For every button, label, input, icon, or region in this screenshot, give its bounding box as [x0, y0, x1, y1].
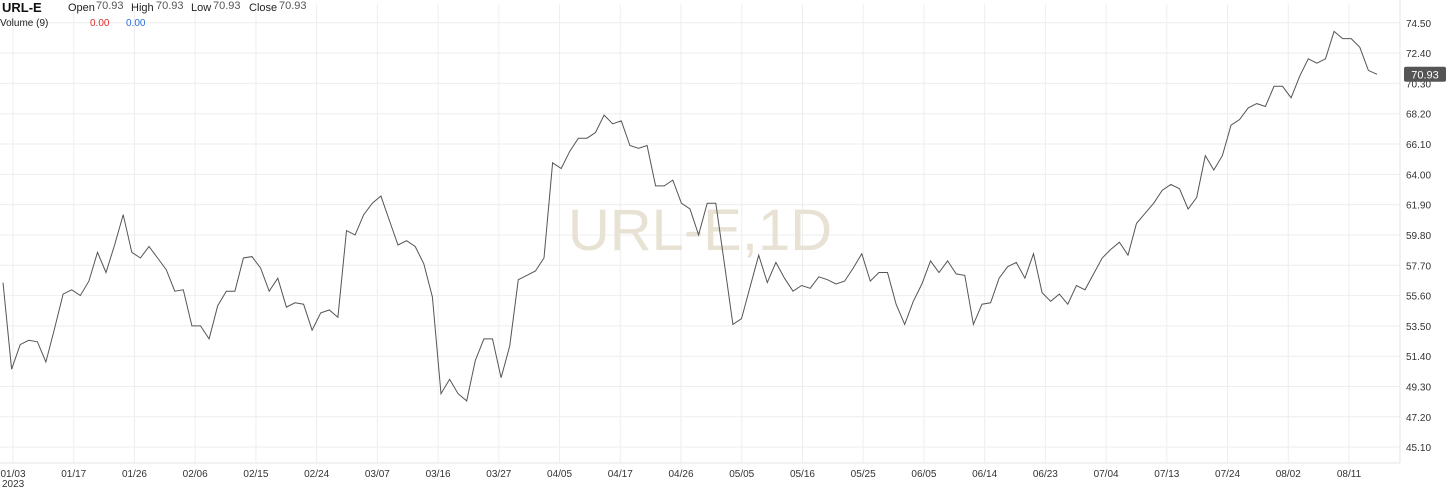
x-tick-label: 02/06 — [183, 469, 208, 480]
y-tick-label: 45.10 — [1406, 443, 1431, 454]
low-label: Low — [191, 2, 212, 14]
x-tick-label: 08/11 — [1337, 469, 1362, 480]
low-value: 70.93 — [213, 0, 241, 12]
y-tick-label: 49.30 — [1406, 383, 1431, 394]
x-tick-label: 01/26 — [122, 469, 147, 480]
x-tick-label: 07/13 — [1154, 469, 1179, 480]
last-price-tag: 70.93 — [1404, 66, 1446, 82]
close-label: Close — [249, 2, 278, 14]
x-tick-label: 06/23 — [1033, 469, 1058, 480]
x-tick-label: 04/05 — [547, 469, 572, 480]
y-tick-label: 61.90 — [1406, 201, 1431, 212]
y-tick-label: 70.30 — [1406, 79, 1431, 90]
x-axis: 01/03 01/17 01/26 02/06 02/15 02/24 03/07 03/16… — [0, 469, 1361, 490]
y-tick-label: 59.80 — [1406, 231, 1431, 242]
x-tick-label: 03/16 — [426, 469, 451, 480]
x-tick-label: 02/24 — [304, 469, 329, 480]
x-tick-label: 01/17 — [61, 469, 86, 480]
x-tick-label: 04/26 — [668, 469, 693, 480]
y-tick-label: 68.20 — [1406, 110, 1431, 121]
x-tick-label: 05/05 — [729, 469, 754, 480]
x-tick-label: 01/03 — [0, 469, 25, 480]
x-tick-label: 06/05 — [911, 469, 936, 480]
y-tick-label: 66.10 — [1406, 140, 1431, 151]
x-tick-label: 04/17 — [608, 469, 633, 480]
x-tick-label: 05/25 — [851, 469, 876, 480]
last-price-tag-box — [1404, 66, 1446, 82]
y-axis: 74.50 72.40 70.30 68.20 66.10 64.00 61.90 59.80… — [1406, 19, 1431, 454]
symbol-title[interactable]: URL-E — [2, 0, 42, 15]
x-tick-label: 07/04 — [1094, 469, 1119, 480]
y-tick-label: 57.70 — [1406, 261, 1431, 272]
last-price-tag-label: 70.93 — [1411, 69, 1439, 81]
y-tick-label: 64.00 — [1406, 170, 1431, 181]
y-tick-label: 74.50 — [1406, 19, 1431, 30]
y-tick-label: 47.20 — [1406, 413, 1431, 424]
x-tick-label: 03/07 — [365, 469, 390, 480]
y-tick-label: 53.50 — [1406, 322, 1431, 333]
grid — [0, 0, 1401, 464]
close-value: 70.93 — [279, 0, 307, 12]
x-tick-label: 07/24 — [1215, 469, 1240, 480]
y-tick-label: 55.60 — [1406, 292, 1431, 303]
volume-label: Volume (9) — [0, 18, 49, 29]
x-tick-label: 02/15 — [243, 469, 268, 480]
high-label: High — [131, 2, 154, 14]
x-tick-label: 05/16 — [790, 469, 815, 480]
x-tick-label: 03/27 — [486, 469, 511, 480]
volume-value-down: 0.00 — [126, 18, 146, 29]
volume-value-up: 0.00 — [90, 18, 110, 29]
open-label: Open — [68, 2, 95, 14]
open-value: 70.93 — [96, 0, 124, 12]
y-tick-label: 51.40 — [1406, 352, 1431, 363]
price-line — [2, 30, 1378, 402]
x-tick-year-label: 2023 — [2, 479, 25, 490]
high-value: 70.93 — [156, 0, 184, 12]
x-tick-label: 06/14 — [972, 469, 997, 480]
x-tick-label: 08/02 — [1276, 469, 1301, 480]
price-line-series — [2, 30, 1378, 402]
y-tick-label: 72.40 — [1406, 49, 1431, 60]
